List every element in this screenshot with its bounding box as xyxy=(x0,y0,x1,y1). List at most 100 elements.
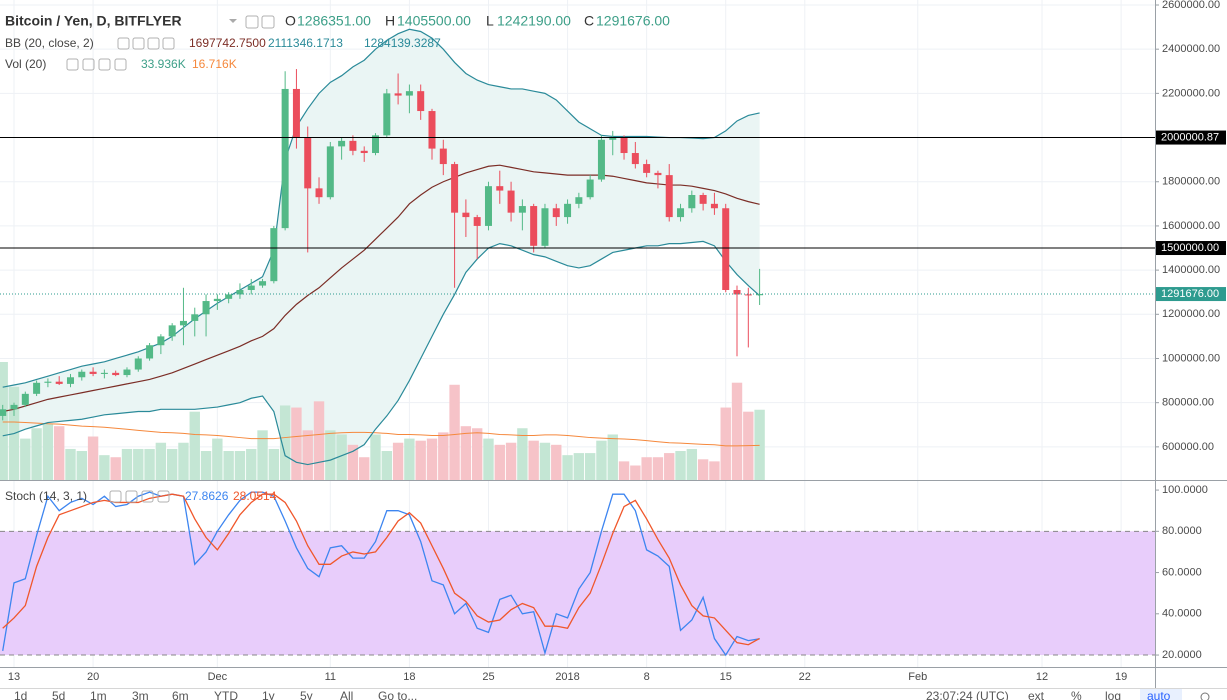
range-button[interactable]: 1d xyxy=(14,689,27,700)
volume-bar xyxy=(460,426,472,480)
candle-body xyxy=(202,301,210,315)
candle-body xyxy=(349,140,357,151)
volume-bar xyxy=(42,424,54,480)
range-button[interactable]: All xyxy=(340,689,353,700)
ohlc-label: C xyxy=(584,13,594,29)
candle-body xyxy=(326,146,334,198)
indicator-value: 16.716K xyxy=(192,57,237,71)
ohlc-value: 1405500.00 xyxy=(397,13,471,29)
volume-bar xyxy=(313,401,325,480)
ohlc-value: 1286351.00 xyxy=(297,13,371,29)
range-button[interactable]: 6m xyxy=(172,689,189,700)
x-tick-label: 13 xyxy=(8,671,20,683)
candle-body xyxy=(609,137,617,140)
candle-body xyxy=(10,404,18,410)
candle-body xyxy=(134,358,142,370)
volume-bar xyxy=(426,438,438,480)
candle-body xyxy=(710,203,718,209)
stoch-line xyxy=(2,491,760,657)
candle-body xyxy=(733,289,741,295)
volume-bar xyxy=(246,448,257,480)
indicator-value: 33.936K xyxy=(141,57,186,71)
volume-bar xyxy=(200,451,212,480)
y-tick-label: 100.0000 xyxy=(1162,484,1208,496)
volume-bar xyxy=(76,451,87,480)
dropdown-icon[interactable] xyxy=(229,19,237,23)
symbol-title[interactable]: Bitcoin / Yen, D, BITFLYER xyxy=(5,13,182,29)
volume-bar xyxy=(121,448,133,480)
candle-body xyxy=(677,208,685,218)
candle-body xyxy=(586,179,594,198)
volume-bar xyxy=(110,457,121,480)
price-label-box xyxy=(1156,241,1226,256)
indicator-label[interactable]: Stoch (14, 3, 1) xyxy=(5,489,87,503)
price-label-box xyxy=(1156,130,1226,145)
candle-body xyxy=(428,111,436,149)
band-fill xyxy=(2,29,760,465)
clock: 23:07:24 (UTC) xyxy=(926,689,1009,700)
volume-bar xyxy=(415,440,426,480)
candle-body xyxy=(191,314,199,321)
goto-button[interactable]: Go to... xyxy=(378,689,417,700)
candle-body xyxy=(146,345,154,359)
volume-bar xyxy=(731,382,743,480)
candle-body xyxy=(281,88,289,229)
range-button[interactable]: 1y xyxy=(262,689,275,700)
candle-body xyxy=(688,194,696,209)
candle-body xyxy=(292,88,300,138)
x-tick-label: 2018 xyxy=(555,671,579,683)
candle-body xyxy=(225,294,233,299)
volume-bar xyxy=(189,411,200,480)
y-tick-label: 1400000.00 xyxy=(1162,264,1220,276)
axes: 13 20 Dec 11 18 25 2018 8 15 22 Feb 12 19 2600000.00 2… xyxy=(8,0,1226,683)
x-tick-label: 20 xyxy=(87,671,99,683)
indicator-label[interactable]: Vol (20) xyxy=(5,57,46,71)
y-tick-label: 1000000.00 xyxy=(1162,352,1220,364)
y-tick-label: 80.0000 xyxy=(1162,525,1202,537)
y-tick-label: 800000.00 xyxy=(1162,397,1214,409)
option-button[interactable]: auto xyxy=(1147,689,1171,700)
candle-body xyxy=(744,294,752,296)
volume-bar xyxy=(347,444,359,480)
toolbar: 1d 5d 1m 3m 6m YTD 1y 5y All Go to... 23… xyxy=(14,689,1210,700)
option-button[interactable]: ext xyxy=(1028,689,1045,700)
volume-bar xyxy=(178,442,189,480)
candle-body xyxy=(236,289,244,295)
ohlc-value: 1291676.00 xyxy=(596,13,670,29)
range-button[interactable]: 5d xyxy=(52,689,65,700)
x-tick-label: 11 xyxy=(325,671,336,683)
volume-bar xyxy=(223,451,234,480)
x-tick-label: Dec xyxy=(208,671,228,683)
indicator-value: 1284139.3287 xyxy=(364,36,441,50)
volume-bar xyxy=(166,448,178,480)
x-tick-label: 19 xyxy=(1115,671,1127,683)
candle-body xyxy=(417,91,425,112)
indicator-label[interactable]: BB (20, close, 2) xyxy=(5,36,94,50)
volume-bar xyxy=(754,409,765,480)
candle-body xyxy=(338,140,346,147)
candle-body xyxy=(518,206,526,213)
volume-bar xyxy=(584,453,596,480)
range-button[interactable]: 5y xyxy=(300,689,313,700)
ohlc-label: L xyxy=(486,13,494,29)
candle-body xyxy=(78,371,86,378)
range-button[interactable]: 3m xyxy=(132,689,149,700)
candle-body xyxy=(564,203,572,218)
range-button[interactable]: YTD xyxy=(214,689,238,700)
option-button[interactable]: % xyxy=(1071,689,1082,700)
settings-icon[interactable] xyxy=(1200,692,1210,700)
option-button[interactable]: log xyxy=(1105,689,1121,700)
range-button[interactable]: 1m xyxy=(90,689,107,700)
candle-body xyxy=(270,228,278,282)
price-label: 1500000.00 xyxy=(1161,242,1219,254)
candle-body xyxy=(0,409,7,416)
volume-bar xyxy=(257,430,268,480)
y-tick-label: 1200000.00 xyxy=(1162,308,1220,320)
x-tick-label: 12 xyxy=(1036,671,1048,683)
volume-bar xyxy=(675,451,686,480)
candle-body xyxy=(575,197,583,204)
candle-body xyxy=(507,190,515,213)
candle-body xyxy=(360,150,368,154)
volume-bar xyxy=(562,455,573,480)
